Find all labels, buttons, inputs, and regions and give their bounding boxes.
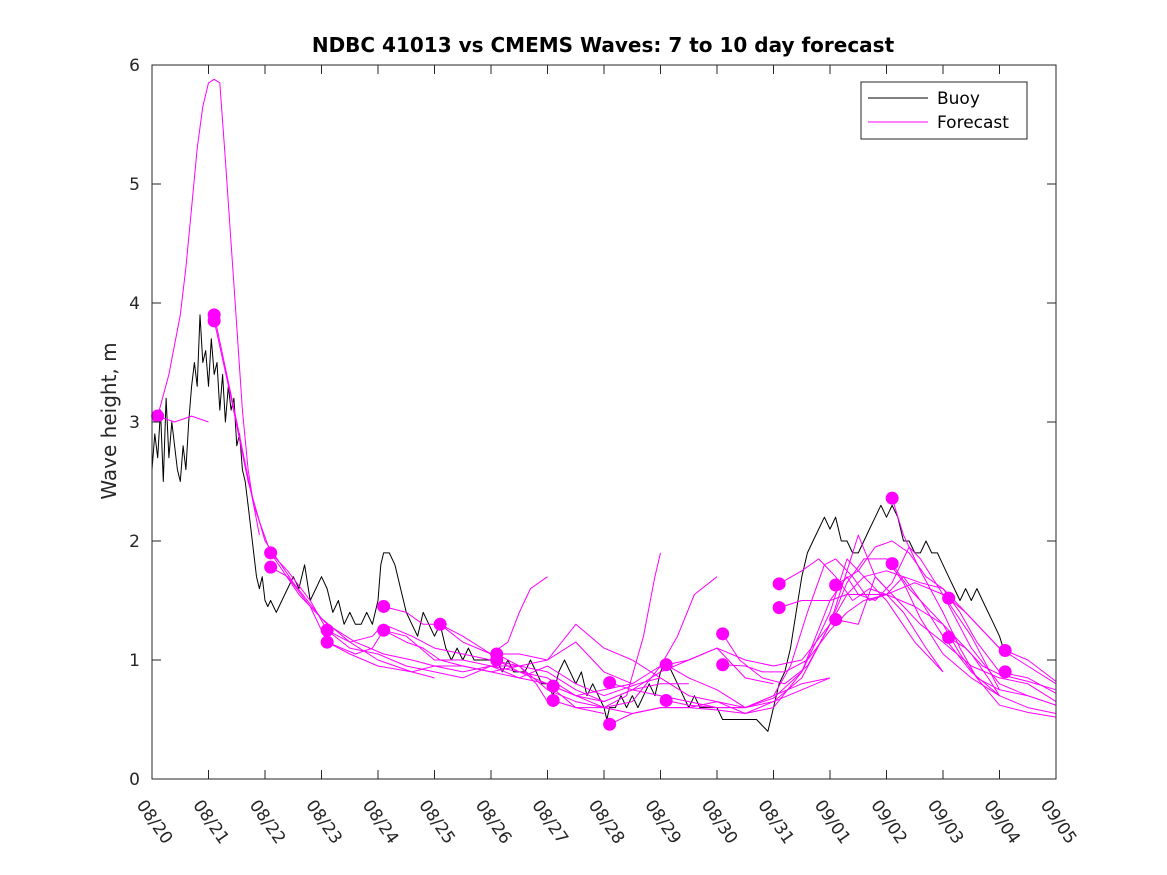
legend-box [860, 81, 1028, 140]
forecast-marker-13 [546, 693, 560, 707]
y-tick-label-3: 3 [129, 413, 140, 433]
forecast-series-line-2 [157, 415, 209, 423]
forecast-series-line-22 [778, 558, 1057, 714]
forecast-marker-20 [772, 577, 786, 591]
forecast-marker-9 [433, 617, 447, 631]
legend-label-forecast: Forecast [937, 113, 1009, 133]
series-layer [151, 78, 1057, 732]
legend-label-buoy: Buoy [937, 89, 980, 109]
forecast-marker-3 [264, 546, 278, 560]
forecast-series-line-23 [778, 594, 944, 673]
forecast-marker-18 [716, 627, 730, 641]
forecast-marker-6 [320, 635, 334, 649]
forecast-series-line-26 [891, 498, 1057, 718]
forecast-series-line-1 [157, 78, 260, 536]
forecast-marker-24 [885, 491, 899, 505]
forecast-marker-11 [490, 653, 504, 667]
forecast-series-line-29 [948, 636, 1057, 691]
forecast-series-line-9 [383, 576, 548, 655]
forecast-marker-22 [829, 578, 843, 592]
y-tick-label-6: 6 [129, 56, 140, 76]
forecast-series-line-13 [496, 576, 718, 709]
y-tick-label-5: 5 [129, 175, 140, 195]
forecast-series-line-25 [835, 576, 1057, 703]
y-tick-label-1: 1 [129, 651, 140, 671]
forecast-marker-0 [151, 409, 165, 423]
forecast-series-line-7 [326, 623, 548, 702]
forecast-series-line-19 [665, 546, 1057, 709]
forecast-marker-2 [207, 308, 221, 322]
forecast-marker-16 [659, 658, 673, 672]
forecast-series-line-28 [948, 597, 1057, 682]
forecast-marker-27 [942, 630, 956, 644]
legend: Buoy Forecast [860, 81, 1028, 140]
marker-layer [151, 308, 1012, 731]
forecast-marker-12 [546, 679, 560, 693]
forecast-marker-15 [603, 717, 617, 731]
forecast-series-line-5 [270, 552, 633, 697]
forecast-marker-5 [320, 623, 334, 637]
y-tick-label-0: 0 [129, 770, 140, 790]
y-tick-label-2: 2 [129, 532, 140, 552]
axes-background [152, 65, 1056, 779]
forecast-marker-21 [772, 601, 786, 615]
forecast-marker-17 [659, 693, 673, 707]
forecast-series-line-17 [609, 677, 831, 725]
forecast-marker-14 [603, 676, 617, 690]
forecast-series-line-16 [609, 558, 1000, 709]
forecast-series-line-3 [213, 320, 435, 679]
y-axis-label: Wave height, m [97, 342, 121, 499]
forecast-marker-8 [377, 623, 391, 637]
forecast-series-line-18 [665, 558, 1000, 709]
forecast-marker-26 [942, 591, 956, 605]
forecast-marker-28 [998, 643, 1012, 657]
chart-title: NDBC 41013 vs CMEMS Waves: 7 to 10 day f… [312, 33, 895, 57]
forecast-series-line-14 [552, 534, 887, 703]
forecast-marker-19 [716, 658, 730, 672]
forecast-marker-7 [377, 599, 391, 613]
forecast-series-line-15 [552, 558, 944, 714]
forecast-series-line-27 [891, 563, 1057, 706]
y-tick-label-4: 4 [129, 294, 140, 314]
forecast-series-line-6 [270, 566, 661, 697]
forecast-marker-25 [885, 557, 899, 571]
forecast-marker-4 [264, 560, 278, 574]
forecast-marker-29 [998, 665, 1012, 679]
forecast-marker-23 [829, 613, 843, 627]
